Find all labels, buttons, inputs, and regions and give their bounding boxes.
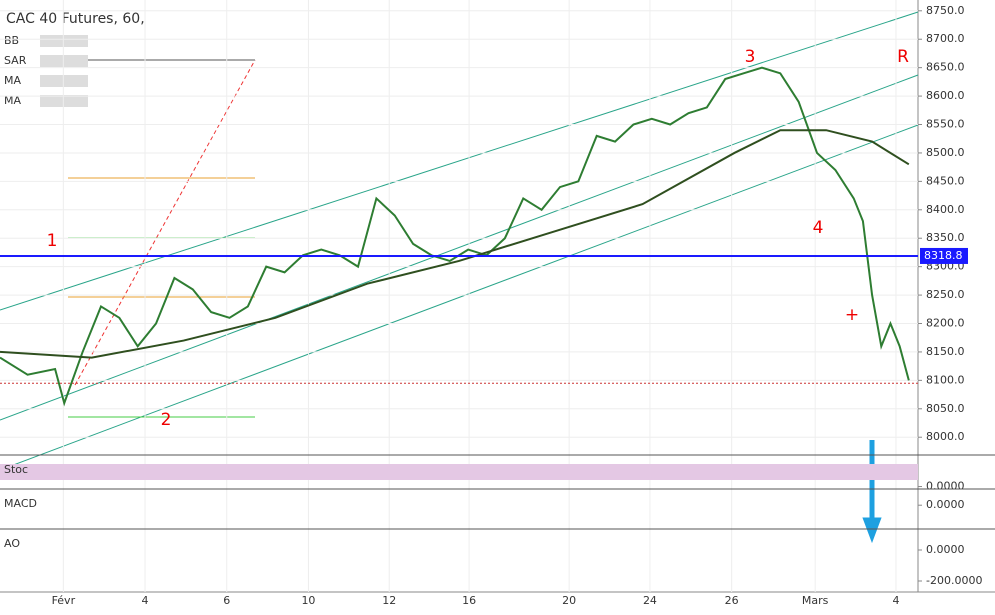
y-tick-label: 8350.0 bbox=[926, 231, 965, 244]
indicator-label: MA bbox=[4, 74, 21, 87]
y-tick-label: 0.0000 bbox=[926, 543, 965, 556]
annotation: 4 bbox=[813, 218, 824, 238]
title: CAC 40 Futures, 60, bbox=[6, 11, 145, 27]
annotation: 2 bbox=[161, 410, 172, 430]
indicator-label: BB bbox=[4, 34, 19, 47]
price-line bbox=[0, 129, 910, 359]
annotation: 1 bbox=[47, 231, 58, 251]
channel-line bbox=[0, 124, 919, 471]
y-tick-label: 8650.0 bbox=[926, 61, 965, 74]
indicator-settings bbox=[40, 55, 88, 67]
indicator-label: SAR bbox=[4, 54, 27, 67]
trend-line bbox=[74, 59, 256, 386]
y-tick-label: 8500.0 bbox=[926, 146, 965, 159]
x-tick-label: 26 bbox=[725, 594, 739, 607]
x-tick-label: 16 bbox=[462, 594, 476, 607]
x-tick-label: 6 bbox=[223, 594, 230, 607]
x-tick-label: 4 bbox=[892, 594, 899, 607]
annotation: R bbox=[897, 47, 909, 67]
x-tick-label: 24 bbox=[643, 594, 657, 607]
y-tick-label: 8700.0 bbox=[926, 32, 965, 45]
indicator-label: MA bbox=[4, 94, 21, 107]
indicator-settings bbox=[40, 35, 88, 47]
panel-label: AO bbox=[4, 537, 20, 550]
channel-line bbox=[0, 11, 919, 311]
y-tick-label: 8000.0 bbox=[926, 430, 965, 443]
y-tick-label: 8750.0 bbox=[926, 4, 965, 17]
y-tick-label: 8100.0 bbox=[926, 373, 965, 386]
y-tick-label: 0.0000 bbox=[926, 498, 965, 511]
stoch-band bbox=[0, 464, 918, 480]
annotation: + bbox=[845, 305, 859, 325]
channel-line bbox=[0, 74, 919, 421]
annotation: 3 bbox=[745, 47, 756, 67]
y-tick-label: 8050.0 bbox=[926, 402, 965, 415]
y-tick-label: -200.0000 bbox=[926, 574, 982, 587]
x-tick-label: 10 bbox=[301, 594, 315, 607]
current-price-label: 8318.8 bbox=[924, 249, 963, 262]
panel-label: Stoc bbox=[4, 463, 28, 476]
current-price-box bbox=[920, 247, 968, 264]
x-tick-label: Mars bbox=[802, 594, 829, 607]
y-tick-label: 8550.0 bbox=[926, 118, 965, 131]
x-tick-label: 4 bbox=[142, 594, 149, 607]
y-tick-label: 8150.0 bbox=[926, 345, 965, 358]
y-tick-label: 0.0000 bbox=[926, 480, 965, 493]
x-tick-label: Févr bbox=[52, 594, 76, 607]
y-tick-label: 8450.0 bbox=[926, 174, 965, 187]
y-tick-label: 8600.0 bbox=[926, 89, 965, 102]
panel-label: MACD bbox=[4, 497, 37, 510]
x-tick-label: 20 bbox=[562, 594, 576, 607]
y-tick-label: 8200.0 bbox=[926, 317, 965, 330]
y-tick-label: 8250.0 bbox=[926, 288, 965, 301]
x-tick-label: 12 bbox=[382, 594, 396, 607]
y-tick-label: 8400.0 bbox=[926, 203, 965, 216]
indicator-settings bbox=[40, 95, 88, 107]
indicator-settings bbox=[40, 75, 88, 87]
